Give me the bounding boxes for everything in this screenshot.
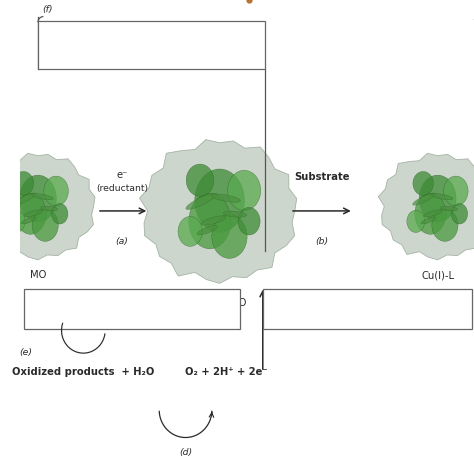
Ellipse shape [413,193,436,205]
FancyBboxPatch shape [24,289,240,329]
Ellipse shape [189,193,231,249]
Ellipse shape [201,216,226,225]
Polygon shape [378,154,474,260]
Ellipse shape [212,215,247,258]
Ellipse shape [21,217,36,224]
Text: (d): (d) [179,448,192,457]
Text: Substrate: Substrate [294,173,350,182]
Text: 2O₂ + 2H⁺ + e⁻: 2O₂ + 2H⁺ + e⁻ [112,40,191,50]
Ellipse shape [211,194,240,202]
Text: Oxidized products or
non-oxidized products: Oxidized products or non-oxidized produc… [294,299,404,320]
Text: MO: MO [30,270,46,280]
Ellipse shape [24,210,43,217]
Ellipse shape [13,172,34,195]
Text: (reductant): (reductant) [96,184,148,193]
Ellipse shape [186,164,214,196]
Ellipse shape [415,193,446,234]
Text: Cu(I)-L: Cu(I)-L [421,270,454,280]
Ellipse shape [52,203,68,224]
Ellipse shape [178,217,202,246]
Text: (f): (f) [43,5,53,14]
Ellipse shape [186,193,217,210]
Polygon shape [139,140,297,283]
Text: H₂O₂ + small molecule: H₂O₂ + small molecule [75,304,189,314]
Ellipse shape [41,206,58,211]
Ellipse shape [419,175,456,222]
Ellipse shape [431,194,453,200]
Text: (a): (a) [116,237,128,246]
Ellipse shape [424,210,442,217]
FancyBboxPatch shape [38,21,265,69]
Ellipse shape [32,209,58,241]
Ellipse shape [223,211,246,217]
Ellipse shape [421,217,436,224]
Ellipse shape [413,172,433,195]
Ellipse shape [407,210,425,232]
Ellipse shape [19,175,56,222]
Ellipse shape [44,176,68,206]
Polygon shape [0,154,95,260]
Ellipse shape [197,226,218,235]
Ellipse shape [444,176,468,206]
Text: Oxidized products  + H₂O: Oxidized products + H₂O [12,367,155,377]
Text: O₂ + 2H⁺ + 2e⁻: O₂ + 2H⁺ + 2e⁻ [185,367,268,377]
Text: e⁻: e⁻ [116,170,128,180]
Ellipse shape [432,209,458,241]
Text: (b): (b) [315,237,328,246]
Ellipse shape [7,210,25,232]
Ellipse shape [15,193,46,234]
Ellipse shape [195,169,245,232]
Ellipse shape [440,206,457,211]
Ellipse shape [451,203,468,224]
Text: Cu(I)-LPMO: Cu(I)-LPMO [192,297,247,307]
Text: (e): (e) [20,348,33,357]
Ellipse shape [228,170,261,210]
Ellipse shape [32,194,53,200]
Ellipse shape [238,207,260,235]
FancyBboxPatch shape [263,289,472,329]
Ellipse shape [13,193,36,205]
